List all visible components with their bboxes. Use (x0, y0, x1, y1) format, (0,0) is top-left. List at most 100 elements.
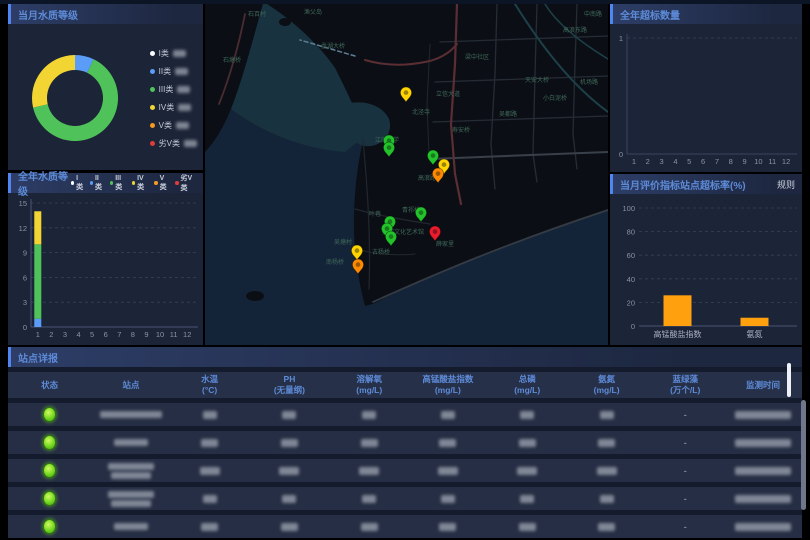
algae-cell: - (683, 493, 687, 504)
status-cell (8, 463, 91, 478)
station-cell (91, 411, 170, 418)
map-label: 中南路 (584, 10, 602, 18)
legend-item[interactable]: IV类 (131, 174, 149, 192)
panel-indicator-rate: 当月评价指标站点超标率(%) 规则 0 20 40 60 80 100 高锰酸盐指数 氨氮 (610, 174, 802, 345)
map-label: 吴塘村 (334, 238, 352, 246)
map-pin-orange[interactable] (432, 167, 444, 184)
donut-slice[interactable] (32, 55, 75, 108)
column-header: 监测时间 (745, 379, 780, 390)
legend-item[interactable]: IV类 (149, 102, 197, 113)
map-pin-orange[interactable] (352, 258, 364, 275)
value-cell (249, 438, 331, 447)
time-cell (724, 438, 802, 447)
table-row[interactable]: - (8, 431, 802, 454)
map-lake-bay (345, 102, 391, 147)
map-label: 蠡湖大桥 (321, 42, 345, 50)
table-row[interactable]: - (8, 487, 802, 510)
column-header: 蓝绿藻 (万个/L) (670, 374, 701, 395)
x-tick: 3 (659, 157, 663, 166)
table-row[interactable]: - (8, 403, 802, 426)
panel-title: 站点详报 (18, 353, 58, 365)
legend-item[interactable]: III类 (149, 84, 197, 95)
y-tick: 6 (23, 273, 27, 282)
map-pin-green[interactable] (385, 230, 397, 247)
x-tick: 7 (715, 157, 719, 166)
legend-dot (131, 181, 136, 185)
x-tick: 8 (131, 330, 135, 339)
legend-label: 劣V类 (158, 139, 180, 148)
legend-item[interactable]: 劣V类 (149, 138, 197, 149)
map[interactable]: 石百村渔父岛石塘桥蠡湖大桥中南路高浪东路梁中社区天安大桥小白泥桥机场路吴都路江南… (205, 4, 608, 345)
map-canvas[interactable]: 石百村渔父岛石塘桥蠡湖大桥中南路高浪东路梁中社区天安大桥小白泥桥机场路吴都路江南… (205, 4, 608, 345)
legend-label: V类 (158, 121, 172, 130)
donut-slice[interactable] (75, 55, 94, 73)
map-pin-green[interactable] (383, 141, 395, 158)
station-cell (91, 523, 170, 530)
legend-item[interactable]: II类 (149, 66, 197, 77)
table-row[interactable]: - (8, 459, 802, 482)
panel-month-grade: 当月水质等级 I类 II类 III类 IV类 V类劣V类 (8, 4, 203, 170)
x-tick: 2 (49, 330, 53, 339)
value-cell (249, 410, 331, 419)
stacked-bar-segment[interactable] (34, 244, 42, 319)
value-cell (330, 522, 408, 531)
x-tick: 9 (144, 330, 148, 339)
legend-item[interactable]: 劣V类 (175, 173, 196, 193)
legend-item[interactable]: V类 (154, 175, 169, 192)
value-cell (171, 494, 249, 503)
legend-dot (149, 123, 155, 128)
status-cell (8, 435, 91, 450)
map-pin-green[interactable] (415, 206, 427, 223)
value-censored (282, 494, 297, 503)
map-pin-green[interactable] (427, 149, 439, 166)
stacked-bar-segment[interactable] (34, 318, 42, 327)
value-cell (330, 466, 408, 475)
legend-item[interactable]: II类 (89, 175, 104, 192)
value-censored (199, 466, 220, 475)
y-tick: 40 (627, 275, 635, 284)
map-pin-yellow[interactable] (400, 86, 412, 103)
page-scrollbar-thumb[interactable] (801, 400, 806, 510)
table-scrollbar-thumb[interactable] (787, 363, 791, 397)
time-cell (724, 410, 802, 419)
value-censored (520, 494, 535, 503)
legend-dot (109, 181, 114, 185)
rate-bar[interactable] (663, 295, 692, 326)
value-cell (171, 522, 249, 531)
map-label: 寿安桥 (452, 126, 470, 134)
map-pin-yellow[interactable] (351, 244, 363, 261)
value-censored (517, 466, 538, 475)
value-cell (567, 494, 646, 503)
legend-item[interactable]: III类 (109, 175, 126, 192)
table-row[interactable]: - (8, 515, 802, 538)
legend-item[interactable]: I类 (70, 175, 84, 192)
panel-title-bar: 全年超标数量 (610, 4, 802, 24)
legend-item[interactable]: I类 (149, 48, 197, 59)
rate-bar[interactable] (740, 317, 769, 326)
value-cell (171, 466, 249, 475)
value-cell (330, 494, 408, 503)
map-pin-red[interactable] (429, 225, 441, 242)
status-dot-normal (43, 463, 57, 478)
legend-value-censored (178, 104, 192, 111)
stacked-bar-segment[interactable] (34, 211, 42, 245)
status-cell (8, 519, 91, 534)
legend-value-censored (184, 140, 197, 147)
panel-title: 当月水质等级 (18, 10, 78, 22)
status-cell (8, 491, 91, 506)
rules-link[interactable]: 规则 (776, 179, 795, 190)
donut-slice[interactable] (33, 59, 118, 141)
x-tick: 6 (104, 330, 108, 339)
time-cell (724, 522, 802, 531)
legend-value-censored (176, 122, 189, 129)
legend-dot (89, 181, 93, 185)
value-censored (202, 410, 217, 419)
column-header: 高锰酸盐指数 (mg/L) (422, 374, 474, 395)
panel-title-bar: 全年水质等级 I类 II类 III类 IV类 V类 劣V类 (8, 172, 203, 198)
status-dot-normal (43, 407, 57, 422)
legend-label: IV类 (137, 174, 145, 191)
map-lake-upper (231, 4, 365, 152)
x-tick: 8 (729, 157, 733, 166)
legend-item[interactable]: V类 (149, 120, 197, 131)
